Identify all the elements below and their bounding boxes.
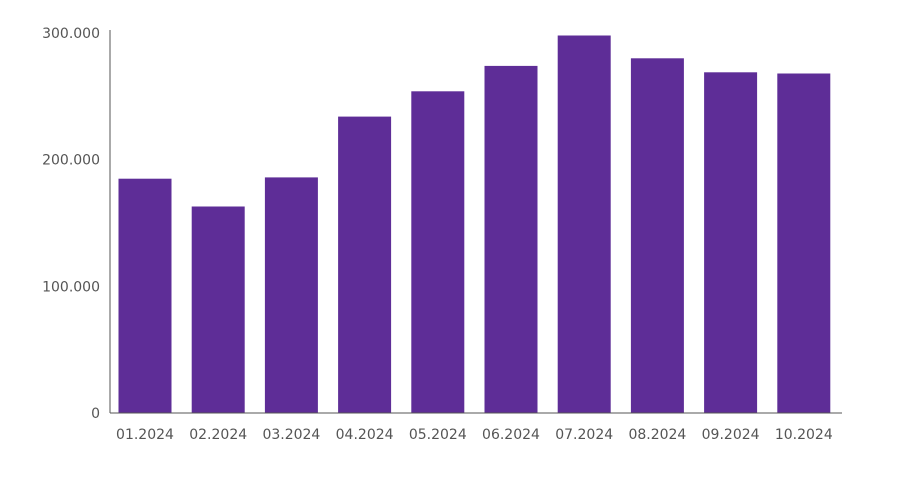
x-tick-label: 03.2024 xyxy=(262,427,320,443)
x-tick-label: 09.2024 xyxy=(702,427,760,443)
bar-07.2024 xyxy=(557,35,611,413)
x-tick-label: 06.2024 xyxy=(482,427,540,443)
bar-06.2024 xyxy=(484,65,538,414)
x-tick-label: 07.2024 xyxy=(555,427,613,443)
bar-02.2024 xyxy=(191,206,245,413)
x-tick-label: 01.2024 xyxy=(116,427,174,443)
y-tick-label: 300.000 xyxy=(42,26,100,42)
x-tick-label: 04.2024 xyxy=(336,427,394,443)
bar-05.2024 xyxy=(411,91,465,414)
x-tick-label: 02.2024 xyxy=(189,427,247,443)
x-tick-label: 05.2024 xyxy=(409,427,467,443)
bar-01.2024 xyxy=(118,178,172,413)
bar-03.2024 xyxy=(264,177,318,413)
bar-10.2024 xyxy=(777,73,831,413)
y-tick-label: 100.000 xyxy=(42,279,100,295)
y-tick-label: 0 xyxy=(91,406,100,422)
x-axis-ticks: 01.2024 02.2024 03.2024 04.2024 05.2024 06.20… xyxy=(116,427,833,443)
bar-04.2024 xyxy=(338,116,392,413)
y-tick-label: 200.000 xyxy=(42,153,100,169)
bar-09.2024 xyxy=(704,72,758,414)
y-axis-ticks: 0 100.000 200.000 300.000 xyxy=(42,26,100,422)
bar-08.2024 xyxy=(630,58,684,414)
x-tick-label: 08.2024 xyxy=(628,427,686,443)
x-tick-label: 10.2024 xyxy=(775,427,833,443)
bars xyxy=(118,35,831,414)
